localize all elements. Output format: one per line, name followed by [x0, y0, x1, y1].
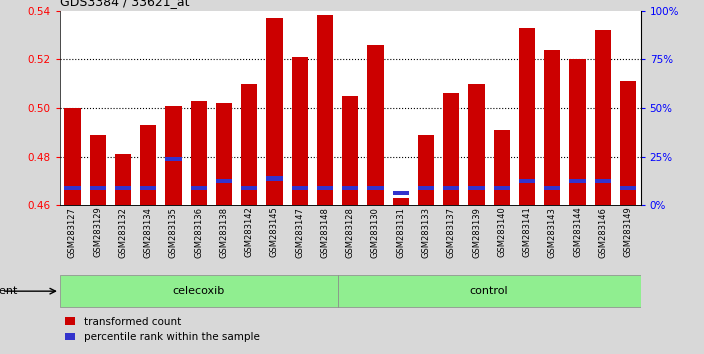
Bar: [291, 57, 308, 205]
Bar: [191, 186, 207, 190]
Text: GDS3384 / 33621_at: GDS3384 / 33621_at: [60, 0, 189, 8]
Bar: [367, 186, 384, 190]
Legend: transformed count, percentile rank within the sample: transformed count, percentile rank withi…: [65, 317, 260, 342]
Bar: [165, 105, 182, 205]
Bar: [140, 186, 156, 190]
Bar: [595, 179, 611, 183]
Bar: [64, 186, 81, 190]
Bar: [266, 176, 283, 181]
Bar: [443, 93, 460, 205]
Bar: [570, 59, 586, 205]
Bar: [191, 101, 207, 205]
Bar: [140, 125, 156, 205]
Bar: [291, 186, 308, 190]
Bar: [417, 135, 434, 205]
Bar: [417, 186, 434, 190]
Bar: [494, 130, 510, 205]
Bar: [494, 186, 510, 190]
Bar: [215, 103, 232, 205]
Bar: [115, 154, 131, 205]
Bar: [241, 84, 258, 205]
Text: agent: agent: [0, 286, 18, 296]
Bar: [393, 198, 409, 205]
Bar: [620, 186, 636, 190]
Bar: [519, 179, 535, 183]
Bar: [595, 30, 611, 205]
Bar: [342, 186, 358, 190]
Bar: [620, 81, 636, 205]
Bar: [115, 186, 131, 190]
Bar: [544, 50, 560, 205]
Bar: [165, 157, 182, 161]
Bar: [468, 84, 485, 205]
Bar: [60, 275, 338, 307]
Bar: [468, 186, 485, 190]
Bar: [215, 179, 232, 183]
Bar: [64, 108, 81, 205]
Bar: [367, 45, 384, 205]
Bar: [241, 186, 258, 190]
Bar: [393, 191, 409, 195]
Bar: [317, 186, 333, 190]
Bar: [89, 135, 106, 205]
Bar: [338, 275, 641, 307]
Bar: [317, 16, 333, 205]
Bar: [266, 18, 283, 205]
Bar: [570, 179, 586, 183]
Bar: [342, 96, 358, 205]
Bar: [544, 186, 560, 190]
Text: control: control: [470, 286, 508, 296]
Bar: [443, 186, 460, 190]
Bar: [519, 28, 535, 205]
Text: celecoxib: celecoxib: [172, 286, 225, 296]
Bar: [89, 186, 106, 190]
